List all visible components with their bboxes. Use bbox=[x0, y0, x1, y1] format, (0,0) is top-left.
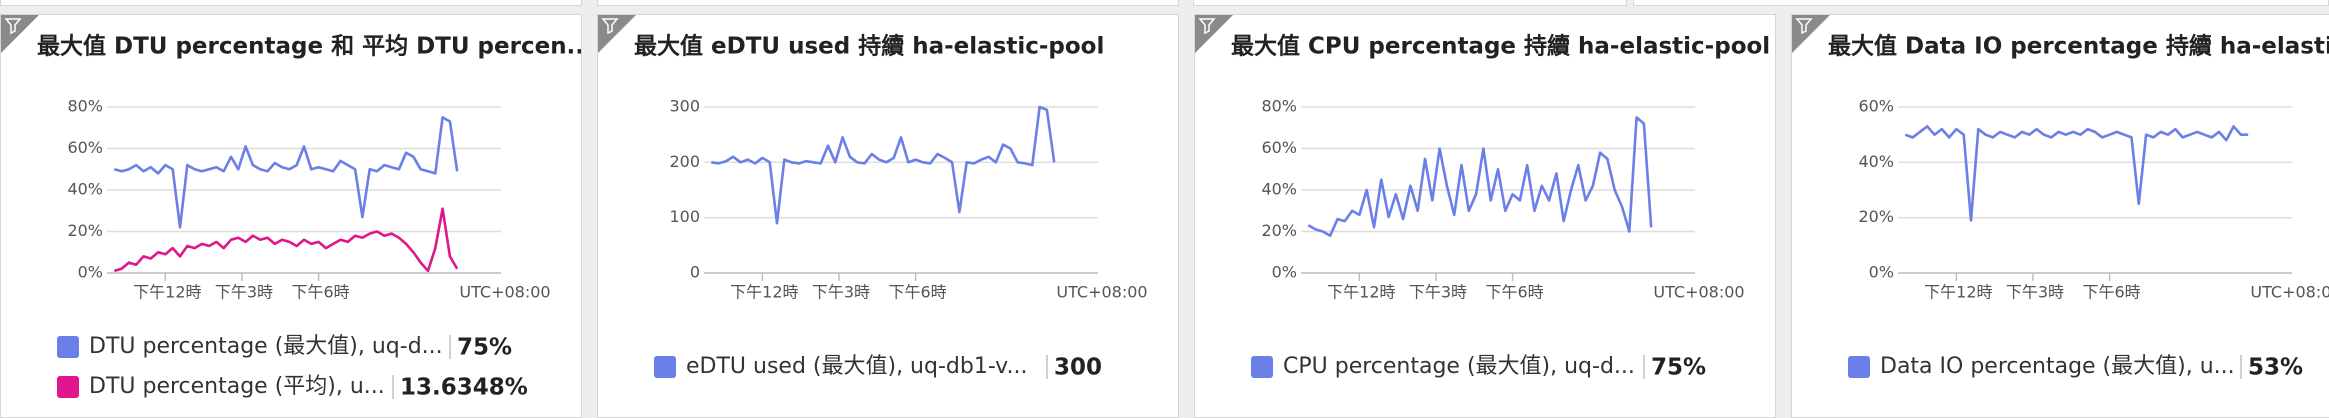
chart-tile[interactable]: 最大值 DTU percentage 和 平均 DTU percen... 0% 2… bbox=[0, 14, 582, 418]
series-line bbox=[1307, 116, 1653, 237]
legend-summary: 13.6348% bbox=[400, 375, 528, 401]
x-tick-label: 下午12時 bbox=[730, 283, 798, 302]
series-line bbox=[1904, 125, 2249, 222]
legend-swatch bbox=[57, 336, 79, 358]
tile-edge bbox=[0, 0, 582, 6]
series-line bbox=[711, 105, 1056, 225]
timezone-label: UTC+08:00 bbox=[1653, 283, 1744, 302]
legend-label: Data IO percentage (最大值), u... bbox=[1880, 354, 2235, 379]
legend-summary: 75% bbox=[1651, 355, 1706, 381]
y-tick-label: 20% bbox=[1261, 221, 1297, 240]
tile-title: 最大值 CPU percentage 持續 ha-elastic-pool bbox=[1231, 33, 1770, 60]
x-tick-label: 下午3時 bbox=[1409, 283, 1467, 302]
y-tick-label: 80% bbox=[1261, 97, 1297, 116]
filter-icon bbox=[1795, 18, 1813, 35]
chart-tile[interactable]: 最大值 Data IO percentage 持續 ha-elastic-...… bbox=[1791, 14, 2329, 418]
series-line bbox=[113, 116, 459, 229]
chart-tile[interactable]: 最大值 eDTU used 持續 ha-elastic-pool 0 100 200 3… bbox=[597, 14, 1179, 418]
legend-swatch bbox=[57, 376, 79, 398]
x-tick-label: 下午6時 bbox=[2082, 283, 2140, 302]
x-tick-label: 下午12時 bbox=[1327, 283, 1395, 302]
filter-icon bbox=[601, 18, 619, 35]
legend-label: DTU percentage (最大值), uq-d... bbox=[89, 334, 443, 359]
filter-icon bbox=[4, 18, 22, 35]
x-tick-label: 下午3時 bbox=[215, 283, 273, 302]
tile-title: 最大值 Data IO percentage 持續 ha-elastic-... bbox=[1828, 33, 2329, 60]
tile-title: 最大值 eDTU used 持續 ha-elastic-pool bbox=[634, 33, 1104, 60]
legend-swatch bbox=[1251, 356, 1273, 378]
chart: 最大值 eDTU used 持續 ha-elastic-pool 0 100 200 3… bbox=[598, 15, 1148, 381]
x-tick-label: 下午12時 bbox=[1924, 283, 1992, 302]
y-tick-label: 200 bbox=[669, 152, 700, 171]
legend-label: CPU percentage (最大值), uq-d... bbox=[1283, 354, 1635, 379]
legend-swatch bbox=[1848, 356, 1870, 378]
y-tick-label: 60% bbox=[1858, 97, 1894, 116]
tile-title: 最大值 DTU percentage 和 平均 DTU percen... bbox=[37, 33, 581, 60]
chart-tile[interactable]: 最大值 CPU percentage 持續 ha-elastic-pool 0% 2… bbox=[1194, 14, 1776, 418]
x-tick-label: 下午3時 bbox=[812, 283, 870, 302]
y-tick-label: 0% bbox=[78, 263, 103, 282]
y-tick-label: 40% bbox=[1858, 152, 1894, 171]
chart: 最大值 CPU percentage 持續 ha-elastic-pool 0% 2… bbox=[1195, 15, 1770, 381]
tile-edge bbox=[597, 0, 1179, 6]
y-tick-label: 300 bbox=[669, 97, 700, 116]
tile-edge bbox=[1633, 0, 2329, 6]
y-tick-label: 40% bbox=[1261, 180, 1297, 199]
y-tick-label: 0% bbox=[1869, 263, 1894, 282]
chart: 最大值 DTU percentage 和 平均 DTU percen... 0% 2… bbox=[1, 15, 581, 401]
legend-label: eDTU used (最大值), uq-db1-v... bbox=[686, 354, 1027, 379]
x-tick-label: 下午12時 bbox=[133, 283, 201, 302]
chart: 最大值 Data IO percentage 持續 ha-elastic-...… bbox=[1792, 15, 2329, 381]
timezone-label: UTC+08:00 bbox=[459, 283, 550, 302]
legend-summary: 300 bbox=[1054, 355, 1102, 381]
legend-label: DTU percentage (平均), u... bbox=[89, 374, 385, 399]
y-tick-label: 20% bbox=[1858, 207, 1894, 226]
y-tick-label: 60% bbox=[1261, 138, 1297, 157]
timezone-label: UTC+08:00 bbox=[1056, 283, 1147, 302]
x-tick-label: 下午6時 bbox=[888, 283, 946, 302]
filter-icon bbox=[1198, 18, 1216, 35]
tile-edge bbox=[1193, 0, 1627, 6]
y-tick-label: 0% bbox=[1272, 263, 1297, 282]
legend-summary: 75% bbox=[457, 335, 512, 361]
y-tick-label: 80% bbox=[67, 97, 103, 116]
y-tick-label: 0 bbox=[690, 263, 700, 282]
y-tick-label: 20% bbox=[67, 221, 103, 240]
x-tick-label: 下午3時 bbox=[2006, 283, 2064, 302]
series-line bbox=[113, 207, 459, 273]
legend-summary: 53% bbox=[2248, 355, 2303, 381]
y-tick-label: 100 bbox=[669, 207, 700, 226]
x-tick-label: 下午6時 bbox=[1485, 283, 1543, 302]
legend-swatch bbox=[654, 356, 676, 378]
y-tick-label: 40% bbox=[67, 180, 103, 199]
x-tick-label: 下午6時 bbox=[291, 283, 349, 302]
y-tick-label: 60% bbox=[67, 138, 103, 157]
timezone-label: UTC+08:00 bbox=[2250, 283, 2329, 302]
